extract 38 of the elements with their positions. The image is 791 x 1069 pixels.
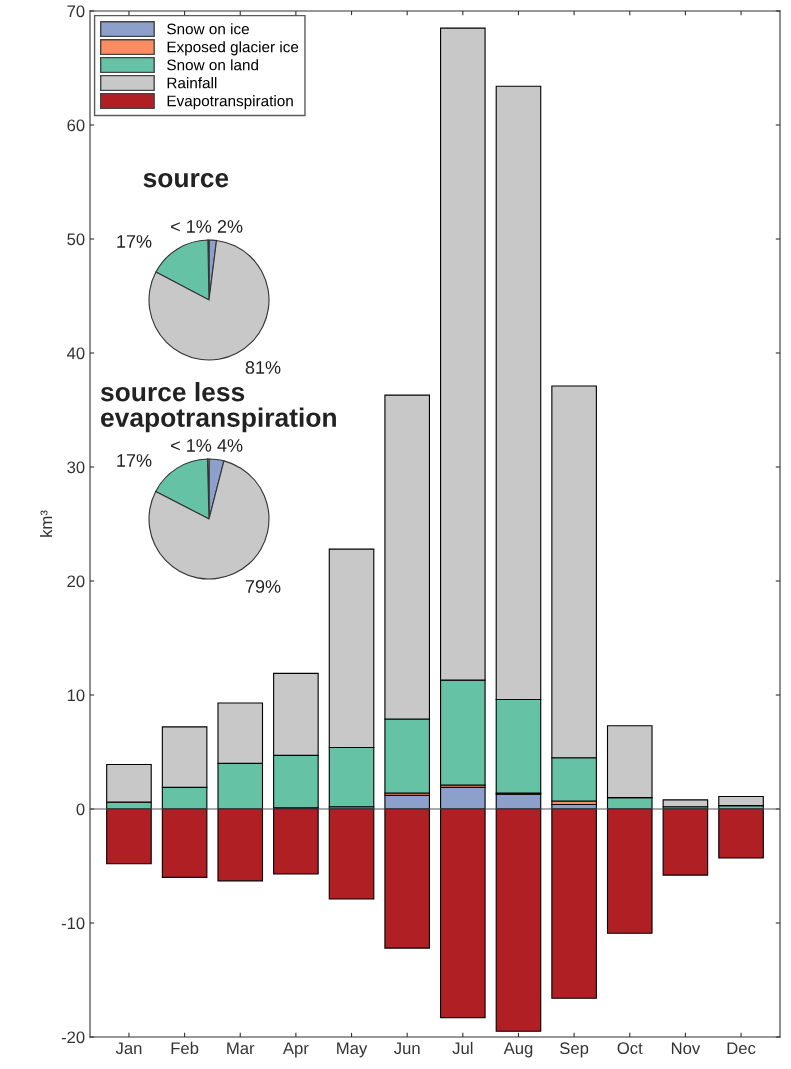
- x-tick-label: Apr: [282, 1042, 309, 1058]
- data-label: 4%: [217, 439, 243, 452]
- chart-title: source less evapotranspiration: [100, 382, 336, 433]
- y-tick-label: 70: [67, 5, 85, 18]
- x-tick-label: Dec: [727, 1042, 756, 1055]
- legend-label: Rainfall: [167, 77, 217, 89]
- legend-label: Exposed glacier ice: [167, 41, 299, 56]
- y-tick-label: -10: [61, 917, 85, 930]
- y-tick-label: 20: [67, 575, 85, 588]
- x-tick-label: Mar: [227, 1042, 255, 1055]
- legend-label: Snow on land: [167, 59, 258, 71]
- y-tick-label: 0: [76, 803, 85, 816]
- chart-title: source: [143, 172, 229, 188]
- data-label: 79%: [245, 580, 281, 593]
- x-tick-label: Sep: [560, 1042, 589, 1058]
- data-label: 2%: [217, 220, 243, 233]
- y-tick-label: 60: [67, 119, 85, 132]
- y-axis-title: km³: [39, 510, 53, 537]
- y-tick-label: 10: [67, 689, 85, 702]
- data-label: 17%: [117, 454, 152, 467]
- y-tick-label: 40: [66, 347, 85, 360]
- legend-label: Snow on ice: [167, 23, 249, 35]
- data-label: < 1%: [171, 439, 212, 452]
- x-tick-label: Jan: [115, 1042, 142, 1055]
- legend-label: Evapotranspiration: [167, 95, 293, 110]
- x-tick-label: Jun: [394, 1042, 420, 1055]
- y-tick-label: 50: [67, 233, 85, 246]
- x-tick-label: Feb: [171, 1041, 199, 1055]
- x-tick-label: May: [337, 1042, 368, 1058]
- y-tick-label: 30: [67, 461, 85, 474]
- x-tick-label: Oct: [617, 1042, 643, 1055]
- data-label: < 1%: [171, 220, 212, 233]
- x-tick-label: Aug: [503, 1042, 533, 1058]
- x-tick-label: Jul: [452, 1041, 473, 1055]
- x-tick-label: Nov: [671, 1042, 701, 1055]
- data-label: 81%: [245, 361, 281, 374]
- data-label: 17%: [117, 235, 152, 248]
- y-tick-label: -20: [61, 1031, 85, 1044]
